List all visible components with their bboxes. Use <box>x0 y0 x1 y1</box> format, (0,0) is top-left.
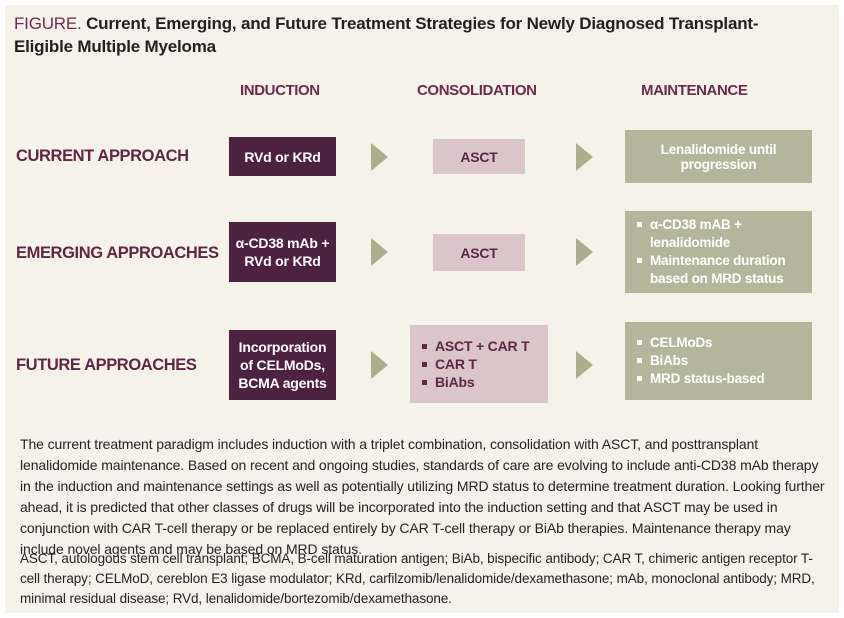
maintenance-box-emerging: α-CD38 mAB + lenalidomide Maintenance du… <box>625 211 812 293</box>
maintenance-box-future: CELMoDs BiAbs MRD status-based <box>625 322 812 400</box>
row-label-emerging-approaches: EMERGING APPROACHES <box>16 244 219 262</box>
figure-heading: Current, Emerging, and Future Treatment … <box>14 14 759 56</box>
abbreviations-footnote: ASCT, autologous stem cell transplant; B… <box>20 551 815 606</box>
induction-box-future: Incorporation of CELMoDs, BCMA agents <box>229 330 336 400</box>
box-text: ASCT <box>460 244 498 261</box>
bullet-item: ASCT + CAR T <box>422 337 530 355</box>
bullet-item: α-CD38 mAB + lenalidomide <box>637 216 806 252</box>
bullet-text: α-CD38 mAB + lenalidomide <box>650 217 742 250</box>
consolidation-box-emerging: ASCT <box>433 234 525 271</box>
bullet-square-icon <box>422 362 427 367</box>
consolidation-box-current: ASCT <box>433 139 525 174</box>
right-arrow-icon <box>576 351 593 379</box>
bullet-square-icon <box>422 380 427 385</box>
bullet-item: Maintenance duration based on MRD status <box>637 252 806 288</box>
figure-label: FIGURE. <box>14 14 82 33</box>
box-text: Incorporation of CELMoDs, BCMA agents <box>238 339 327 391</box>
row-label-current-approach: CURRENT APPROACH <box>16 147 189 165</box>
bullet-item: CELMoDs <box>637 334 713 352</box>
induction-box-emerging: α-CD38 mAb + RVd or KRd <box>229 222 336 282</box>
column-header-consolidation: CONSOLIDATION <box>417 82 537 99</box>
bullet-item: BiAbs <box>422 373 475 391</box>
bullet-text: ASCT + CAR T <box>435 338 530 354</box>
maintenance-box-current: Lenalidomide until progression <box>625 130 812 183</box>
bullet-text: CAR T <box>435 356 477 372</box>
bullet-square-icon <box>637 258 642 263</box>
column-header-induction: INDUCTION <box>240 82 320 99</box>
right-arrow-icon <box>371 143 388 171</box>
bullet-text: Maintenance duration based on MRD status <box>650 253 786 286</box>
bullet-item: MRD status-based <box>637 370 765 388</box>
bullet-square-icon <box>637 358 642 363</box>
box-text: ASCT <box>460 148 498 165</box>
bullet-text: BiAbs <box>435 374 475 390</box>
figure-background-panel <box>5 5 839 613</box>
bullet-square-icon <box>637 376 642 381</box>
bullet-text: BiAbs <box>650 353 689 368</box>
consolidation-box-future: ASCT + CAR T CAR T BiAbs <box>410 325 548 403</box>
bullet-square-icon <box>422 344 427 349</box>
induction-box-current: RVd or KRd <box>229 137 336 176</box>
row-label-future-approaches: FUTURE APPROACHES <box>16 356 197 374</box>
bullet-text: MRD status-based <box>650 371 765 386</box>
right-arrow-icon <box>576 143 593 171</box>
figure-caption: The current treatment paradigm includes … <box>20 436 825 557</box>
bullet-item: BiAbs <box>637 352 688 370</box>
box-text: α-CD38 mAb + RVd or KRd <box>235 235 330 269</box>
right-arrow-icon <box>371 351 388 379</box>
bullet-item: CAR T <box>422 355 477 373</box>
right-arrow-icon <box>576 238 593 266</box>
bullet-square-icon <box>637 340 642 345</box>
box-text: Lenalidomide until progression <box>660 141 777 172</box>
box-text: RVd or KRd <box>244 148 321 165</box>
bullet-text: CELMoDs <box>650 335 713 350</box>
column-header-maintenance: MAINTENANCE <box>641 82 748 99</box>
right-arrow-icon <box>371 238 388 266</box>
bullet-square-icon <box>637 222 642 227</box>
figure-title-block: FIGURE. Current, Emerging, and Future Tr… <box>14 12 816 58</box>
